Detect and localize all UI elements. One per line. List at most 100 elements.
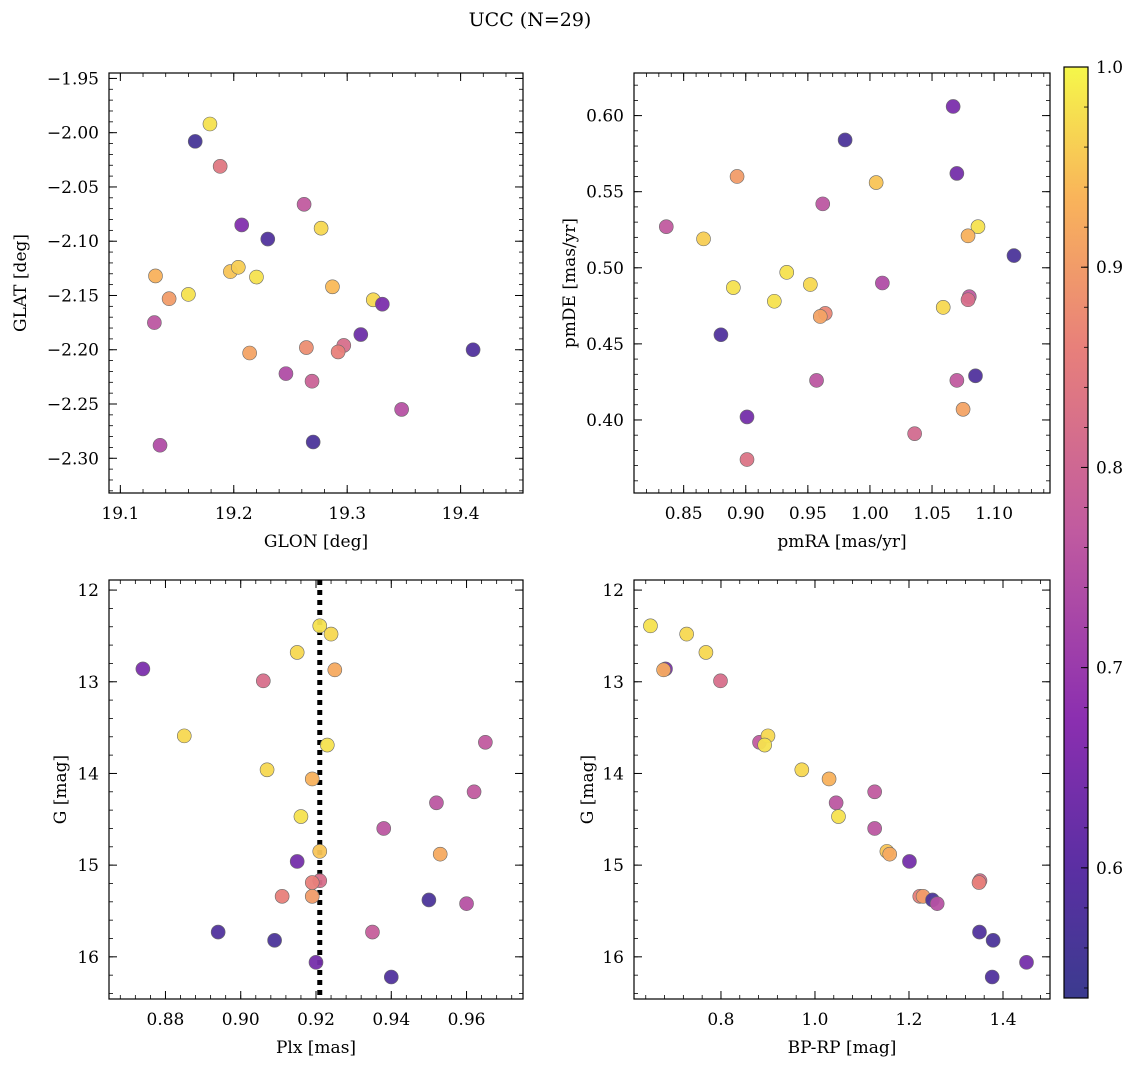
y-tick-label: 0.45 xyxy=(586,335,624,355)
data-point xyxy=(658,219,674,234)
data-point xyxy=(729,169,745,184)
data-point xyxy=(305,434,321,450)
data-point xyxy=(739,409,755,425)
data-point xyxy=(1006,248,1022,263)
x-tick-label: 0.96 xyxy=(448,1010,486,1030)
colorbar-tick-label: 0.6 xyxy=(1096,859,1123,879)
data-point xyxy=(466,784,482,800)
y-tick-label: 12 xyxy=(602,581,624,601)
x-tick-label: 0.92 xyxy=(297,1010,335,1030)
x-tick-label: 1.00 xyxy=(851,504,889,524)
data-point xyxy=(308,955,324,970)
data-point xyxy=(779,265,795,280)
panel-bprp-g: 0.8 1.0 1.2 1.4 12 13 14 15 16 BP-RP [mag] G [mag] xyxy=(578,579,1051,1058)
y-tick-label: 13 xyxy=(602,673,624,693)
x-tick-label: 0.94 xyxy=(372,1010,410,1030)
data-point xyxy=(803,277,818,292)
x-tick-label: 0.90 xyxy=(222,1010,260,1030)
y-tick-label: 16 xyxy=(77,948,99,968)
data-point xyxy=(353,327,369,342)
data-point xyxy=(202,116,218,132)
data-point xyxy=(882,846,898,862)
data-point xyxy=(875,275,890,291)
data-point xyxy=(375,296,390,312)
data-point xyxy=(148,268,163,284)
x-tick-label: 1.0 xyxy=(801,1010,828,1030)
panel-pmra-pmde: 0.85 0.90 0.95 1.00 1.05 1.10 0.40 0.45 0.50 0.55… xyxy=(560,72,1051,552)
data-point xyxy=(365,924,380,940)
data-point xyxy=(656,662,671,678)
data-point xyxy=(985,933,1001,948)
data-point xyxy=(152,437,168,453)
data-point xyxy=(293,809,309,824)
data-point xyxy=(812,309,828,324)
data-point xyxy=(325,279,340,295)
data-point xyxy=(679,626,694,642)
data-point xyxy=(821,771,837,787)
data-point xyxy=(960,228,976,244)
y-tick-label: 15 xyxy=(602,856,624,876)
data-point xyxy=(323,626,339,642)
data-point xyxy=(984,969,1000,985)
data-point xyxy=(757,737,772,753)
data-point xyxy=(696,231,711,247)
data-point xyxy=(289,854,305,869)
figure-title: UCC (N=29) xyxy=(469,9,592,31)
data-point xyxy=(304,373,320,389)
y-tick-label: 0.50 xyxy=(586,259,624,279)
x-tick-label: 19.3 xyxy=(328,504,366,524)
data-point xyxy=(815,196,831,212)
y-axis-label: GLAT [deg] xyxy=(11,234,31,332)
y-tick-label: −2.00 xyxy=(47,124,99,144)
data-point xyxy=(767,293,782,309)
data-point xyxy=(181,287,196,302)
data-point xyxy=(234,217,250,233)
colorbar-tick-label: 0.9 xyxy=(1096,258,1123,278)
y-axis-label: pmDE [mas/yr] xyxy=(560,218,580,348)
data-point xyxy=(828,795,844,811)
data-point xyxy=(902,854,917,869)
data-point xyxy=(429,795,444,811)
data-point xyxy=(432,846,448,862)
y-axis-label: G [mag] xyxy=(578,755,598,824)
data-point xyxy=(242,345,257,361)
x-tick-label: 0.85 xyxy=(665,504,703,524)
x-tick-label: 19.2 xyxy=(215,504,253,524)
data-point xyxy=(319,737,335,753)
data-point xyxy=(327,662,343,678)
data-point xyxy=(296,197,312,212)
data-point xyxy=(330,344,346,360)
data-point xyxy=(945,99,961,114)
x-axis-label: Plx [mas] xyxy=(276,1038,356,1058)
x-tick-label: 0.90 xyxy=(727,504,765,524)
data-point xyxy=(643,618,658,634)
panels: 19.1 19.2 19.3 19.4 −1.95 −2.00 −2.05 −2.10 −2.1… xyxy=(11,69,1051,1058)
data-point xyxy=(304,889,320,904)
x-tick-label: 19.1 xyxy=(101,504,139,524)
y-tick-label: 16 xyxy=(602,948,624,968)
data-point xyxy=(794,762,810,778)
y-tick-label: −2.25 xyxy=(47,395,99,415)
data-point xyxy=(147,315,162,330)
data-point xyxy=(935,300,951,315)
y-tick-label: −2.15 xyxy=(47,286,99,306)
data-point xyxy=(135,661,151,677)
y-tick-label: −2.30 xyxy=(47,449,99,469)
data-point xyxy=(259,762,275,778)
data-point xyxy=(837,132,853,148)
colorbar-ticks: 0.6 0.7 0.8 0.9 1.0 xyxy=(1081,58,1123,989)
x-tick-label: 0.88 xyxy=(147,1010,185,1030)
data-point xyxy=(212,159,228,174)
y-tick-label: 0.60 xyxy=(586,107,624,127)
colorbar-tick-label: 0.7 xyxy=(1096,659,1123,679)
panel-plx-g: 0.88 0.90 0.92 0.94 0.96 12 13 14 15 16 Plx [mas] G… xyxy=(51,579,524,1058)
data-point xyxy=(289,645,305,660)
data-point xyxy=(274,889,290,904)
data-point xyxy=(304,875,320,890)
x-axis-label: GLON [deg] xyxy=(264,532,368,552)
x-tick-label: 1.4 xyxy=(989,1010,1016,1030)
data-point xyxy=(726,280,741,295)
data-point xyxy=(867,784,882,800)
x-tick-label: 19.4 xyxy=(442,504,480,524)
x-tick-label: 0.8 xyxy=(707,1010,734,1030)
